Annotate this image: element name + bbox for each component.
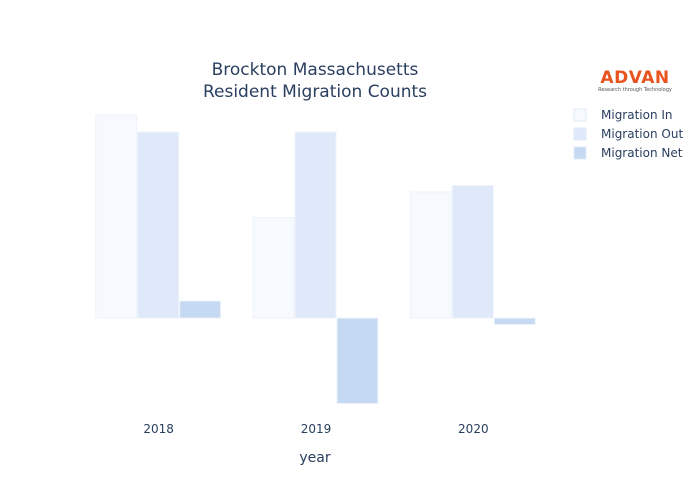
logo-tagline: Research through Technology xyxy=(598,87,672,93)
bar-migration-out-2020[interactable] xyxy=(451,185,494,319)
x-axis-ticks: 2018 2019 2020 xyxy=(143,422,488,436)
x-tick-label-2019: 2019 xyxy=(301,422,332,436)
advan-logo: ADVAN Research through Technology xyxy=(598,68,672,93)
legend-item-migration-net[interactable]: Migration Net xyxy=(573,146,683,160)
chart-title-line-2: Resident Migration Counts xyxy=(203,82,427,102)
x-tick-label-2020: 2020 xyxy=(458,422,489,436)
plot-area xyxy=(95,114,536,405)
legend-swatch xyxy=(573,108,587,122)
legend-item-migration-out[interactable]: Migration Out xyxy=(573,127,683,141)
bar-migration-net-2018[interactable] xyxy=(179,300,222,319)
legend-label: Migration In xyxy=(601,108,673,122)
legend-swatch xyxy=(573,146,587,160)
legend-label: Migration Net xyxy=(601,146,683,160)
bar-migration-in-2020[interactable] xyxy=(409,191,452,319)
legend-item-migration-in[interactable]: Migration In xyxy=(573,108,673,122)
x-tick-label-2018: 2018 xyxy=(143,422,174,436)
x-axis-title: year xyxy=(299,450,330,466)
legend-swatch xyxy=(573,127,587,141)
bar-migration-net-2019[interactable] xyxy=(336,317,379,405)
logo-wordmark: ADVAN xyxy=(600,68,669,88)
bar-migration-net-2020[interactable] xyxy=(493,317,536,325)
legend[interactable]: Migration In Migration Out Migration Net xyxy=(573,108,683,160)
bar-migration-out-2019[interactable] xyxy=(294,131,337,319)
chart-title: Brockton Massachusetts Resident Migratio… xyxy=(203,60,427,102)
bar-migration-in-2018[interactable] xyxy=(95,114,138,319)
bar-migration-out-2018[interactable] xyxy=(137,131,180,319)
bar-migration-in-2019[interactable] xyxy=(252,217,295,319)
legend-label: Migration Out xyxy=(601,127,683,141)
chart-title-line-1: Brockton Massachusetts xyxy=(212,60,419,80)
